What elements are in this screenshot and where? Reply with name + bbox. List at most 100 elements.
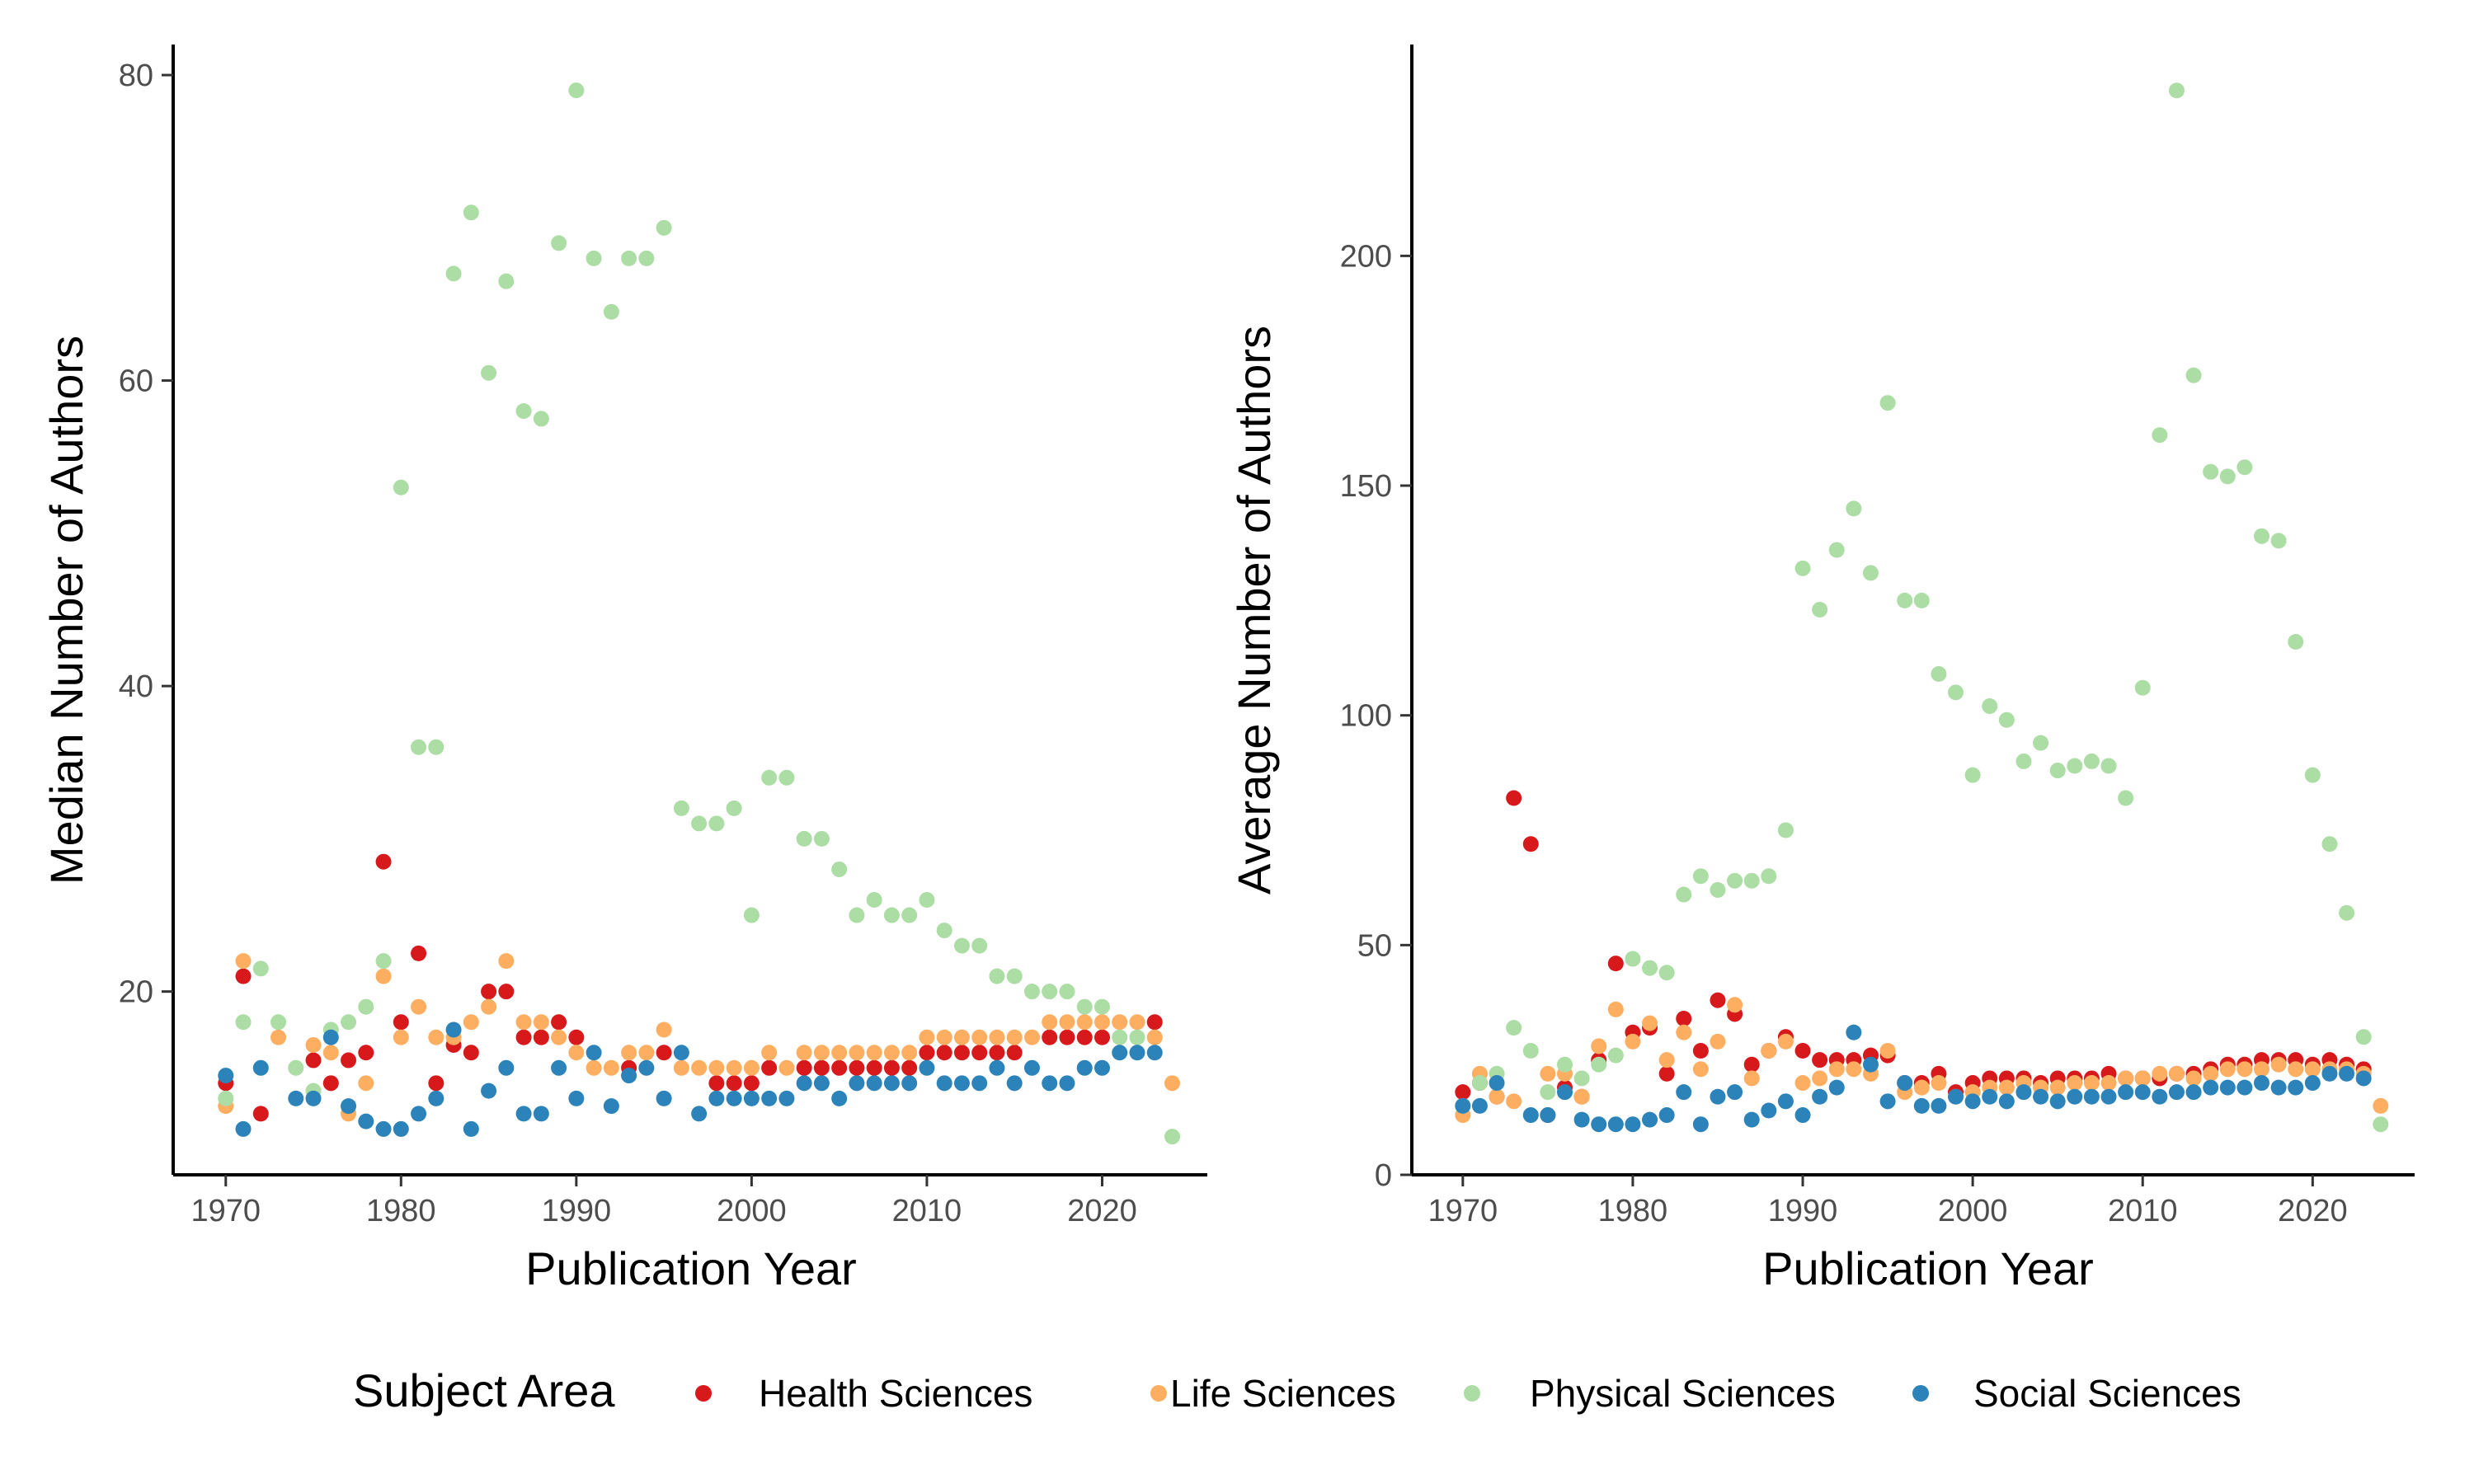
point-physical-sciences: [1794, 560, 1811, 576]
point-social-sciences: [445, 1021, 462, 1038]
point-health-sciences: [305, 1052, 322, 1068]
point-physical-sciences: [1710, 881, 1726, 898]
point-social-sciences: [568, 1090, 585, 1106]
point-social-sciences: [1964, 1093, 1981, 1110]
point-physical-sciences: [411, 739, 427, 755]
point-social-sciences: [2288, 1079, 2304, 1096]
point-physical-sciences: [1042, 984, 1058, 1000]
point-social-sciences: [2134, 1084, 2151, 1101]
legend-key-social-sciences: [1912, 1385, 1929, 1402]
point-life-sciences: [1676, 1024, 1692, 1040]
point-physical-sciences: [1828, 542, 1845, 558]
point-life-sciences: [375, 968, 392, 984]
point-physical-sciences: [1556, 1056, 1573, 1073]
point-physical-sciences: [1023, 984, 1040, 1000]
point-social-sciences: [796, 1075, 812, 1092]
point-health-sciences: [971, 1045, 988, 1061]
point-physical-sciences: [2049, 763, 2066, 779]
point-life-sciences: [743, 1059, 760, 1076]
point-social-sciences: [481, 1082, 497, 1099]
point-social-sciences: [2152, 1088, 2168, 1105]
legend-label-social-sciences: Social Sciences: [1973, 1372, 2241, 1415]
point-life-sciences: [656, 1021, 672, 1038]
point-life-sciences: [2067, 1075, 2083, 1092]
point-health-sciences: [883, 1059, 900, 1076]
point-life-sciences: [1006, 1029, 1023, 1045]
point-life-sciences: [883, 1045, 900, 1061]
point-physical-sciences: [1112, 1029, 1128, 1045]
point-health-sciences: [813, 1059, 830, 1076]
legend-label-health-sciences: Health Sciences: [759, 1372, 1032, 1415]
point-social-sciences: [1897, 1075, 1913, 1092]
point-physical-sciences: [515, 403, 532, 420]
x-tick-label: 1970: [1428, 1194, 1498, 1228]
point-physical-sciences: [1692, 868, 1709, 885]
x-tick-label: 1970: [190, 1194, 261, 1228]
point-physical-sciences: [551, 235, 567, 251]
point-life-sciences: [1998, 1079, 2015, 1096]
point-life-sciences: [568, 1045, 585, 1061]
point-social-sciences: [218, 1068, 234, 1084]
point-life-sciences: [1076, 1014, 1093, 1031]
point-health-sciences: [708, 1075, 725, 1092]
point-social-sciences: [2339, 1065, 2355, 1082]
point-life-sciences: [708, 1059, 725, 1076]
point-physical-sciences: [2185, 367, 2202, 383]
point-physical-sciences: [1591, 1056, 1607, 1073]
point-physical-sciences: [1471, 1075, 1488, 1092]
point-life-sciences: [463, 1014, 479, 1031]
point-life-sciences: [989, 1029, 1005, 1045]
point-physical-sciences: [586, 250, 602, 266]
point-physical-sciences: [2015, 753, 2032, 769]
point-physical-sciences: [1573, 1070, 1590, 1087]
point-physical-sciences: [1862, 565, 1879, 581]
point-social-sciences: [375, 1120, 392, 1137]
point-health-sciences: [656, 1045, 672, 1061]
point-physical-sciences: [1658, 965, 1675, 981]
point-social-sciences: [358, 1113, 374, 1129]
point-life-sciences: [1828, 1061, 1845, 1078]
point-health-sciences: [1658, 1065, 1675, 1082]
point-physical-sciences: [568, 82, 585, 99]
point-life-sciences: [2304, 1061, 2321, 1078]
y-tick-label: 40: [119, 669, 153, 704]
point-social-sciences: [1112, 1045, 1128, 1061]
point-social-sciences: [1042, 1075, 1058, 1092]
point-physical-sciences: [375, 953, 392, 970]
point-social-sciences: [1828, 1079, 1845, 1096]
point-physical-sciences: [1607, 1047, 1624, 1064]
point-social-sciences: [2015, 1084, 2032, 1101]
point-social-sciences: [533, 1106, 549, 1122]
point-life-sciences: [1506, 1093, 1522, 1110]
point-physical-sciences: [2152, 427, 2168, 444]
point-social-sciences: [428, 1090, 444, 1106]
right-x-axis-title: Publication Year: [1762, 1242, 2094, 1294]
point-life-sciences: [1094, 1014, 1110, 1031]
x-tick-label: 1980: [366, 1194, 436, 1228]
average-authors-panel: Average Number of Authors Publication Ye…: [1228, 45, 2415, 1294]
point-physical-sciences: [1676, 886, 1692, 903]
point-physical-sciences: [2355, 1029, 2372, 1045]
y-tick-label: 80: [119, 59, 153, 93]
point-life-sciences: [1658, 1052, 1675, 1068]
point-physical-sciences: [656, 219, 672, 236]
point-life-sciences: [796, 1045, 812, 1061]
x-tick-label: 2020: [2278, 1194, 2348, 1228]
point-life-sciences: [2219, 1061, 2236, 1078]
point-health-sciences: [568, 1029, 585, 1045]
point-life-sciences: [515, 1014, 532, 1031]
point-life-sciences: [1625, 1033, 1641, 1050]
point-physical-sciences: [603, 303, 619, 320]
point-social-sciences: [1556, 1084, 1573, 1101]
point-physical-sciences: [1642, 960, 1658, 976]
point-physical-sciences: [813, 830, 830, 847]
point-life-sciences: [1879, 1043, 1896, 1059]
point-life-sciences: [1112, 1014, 1128, 1031]
point-physical-sciences: [638, 250, 655, 266]
point-social-sciences: [1573, 1111, 1590, 1128]
point-life-sciences: [1913, 1079, 1930, 1096]
point-life-sciences: [1710, 1033, 1726, 1050]
point-social-sciences: [1023, 1059, 1040, 1076]
point-health-sciences: [831, 1059, 848, 1076]
